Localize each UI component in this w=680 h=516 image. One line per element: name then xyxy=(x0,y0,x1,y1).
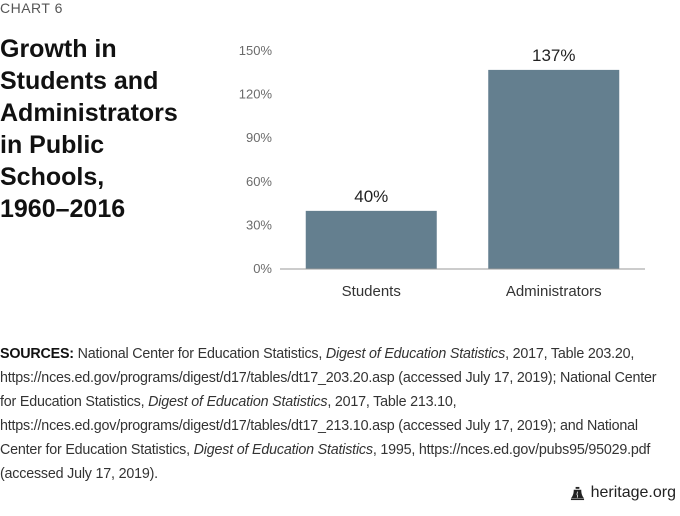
sources-publication-title: Digest of Education Statistics xyxy=(193,442,373,458)
sources-text: National Center for Education Statistics… xyxy=(0,346,657,482)
sources-note: SOURCES: National Center for Education S… xyxy=(0,342,672,486)
sources-text-segment: , 2017, Table 213.10, https://nces.ed.go… xyxy=(0,394,638,458)
sources-text-segment: , 1995, https://nces.ed.gov/pubs95/95029… xyxy=(0,442,651,482)
bar xyxy=(488,69,620,269)
footer: heritage.org xyxy=(570,484,676,502)
sources-text-segment: National Center for Education Statistics… xyxy=(73,346,326,362)
bar-chart: 0% 30% 60% 90% 120% 150% 40% Students 137% Admini… xyxy=(239,43,645,300)
data-label: 137% xyxy=(532,46,575,65)
data-label: 40% xyxy=(354,187,388,206)
chart-title: Growth in Students and Administrators in… xyxy=(0,33,200,225)
sources-label: SOURCES: xyxy=(0,346,74,362)
sources-text-segment: , 2017, Table 203.20, https://nces.ed.go… xyxy=(0,346,657,410)
y-tick-label: 150% xyxy=(239,43,273,58)
footer-site: heritage.org xyxy=(590,484,676,501)
y-tick-label: 90% xyxy=(246,130,272,145)
bar xyxy=(305,210,437,269)
sources-publication-title: Digest of Education Statistics xyxy=(325,346,506,362)
liberty-bell-icon xyxy=(570,486,584,500)
y-tick-label: 120% xyxy=(239,87,273,102)
y-tick-label: 30% xyxy=(246,217,272,232)
title-line: in Public xyxy=(0,131,105,159)
y-tick-label: 0% xyxy=(253,261,272,276)
y-tick-label: 60% xyxy=(246,174,272,189)
title-line: Schools, xyxy=(0,163,105,191)
category-label: Administrators xyxy=(506,283,602,300)
title-line: 1960–2016 xyxy=(0,195,126,223)
category-label: Students xyxy=(342,283,401,300)
sources-publication-title: Digest of Education Statistics xyxy=(148,394,328,410)
title-line: Administrators xyxy=(0,99,178,127)
title-line: Growth in xyxy=(0,35,117,63)
chart-number: CHART 6 xyxy=(0,0,63,16)
title-line: Students and xyxy=(0,67,159,95)
